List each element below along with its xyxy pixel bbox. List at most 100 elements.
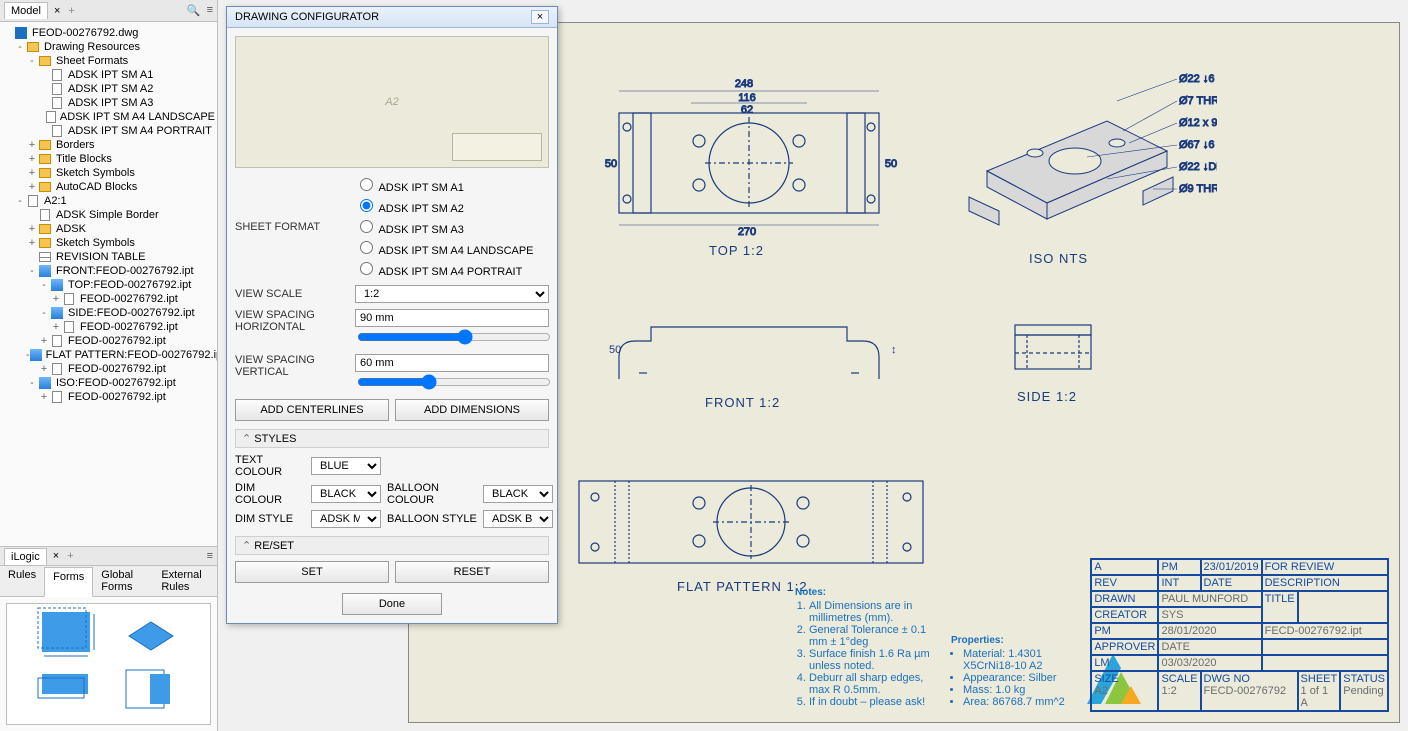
add-dimensions-button[interactable]: ADD DIMENSIONS	[395, 399, 549, 421]
tree-node[interactable]: ADSK IPT SM A2	[0, 82, 217, 96]
svg-text:Ø12 x 90°: Ø12 x 90°	[1179, 117, 1217, 129]
sheet-preview: A2	[235, 36, 549, 168]
tree-node[interactable]: +FEOD-00276792.ipt	[0, 292, 217, 306]
add-centerlines-button[interactable]: ADD CENTERLINES	[235, 399, 389, 421]
sheet-format-radio[interactable]	[360, 241, 373, 254]
tree-node[interactable]: ADSK IPT SM A4 LANDSCAPE	[0, 110, 217, 124]
tree-node[interactable]: -TOP:FEOD-00276792.ipt	[0, 278, 217, 292]
tab-model[interactable]: Model	[4, 2, 48, 19]
svg-text:116: 116	[738, 92, 756, 104]
tree-node[interactable]: +FEOD-00276792.ipt	[0, 362, 217, 376]
ilogic-subtab[interactable]: External Rules	[153, 566, 217, 596]
label-front: FRONT 1:2	[705, 395, 780, 410]
hspacing-slider[interactable]	[357, 329, 551, 345]
tree-node[interactable]: -FLAT PATTERN:FEOD-00276792.ipt	[0, 348, 217, 362]
view-scale-select[interactable]: 1:2	[355, 285, 549, 303]
tree-node[interactable]: -ISO:FEOD-00276792.ipt	[0, 376, 217, 390]
label-view-scale: VIEW SCALE	[235, 288, 355, 300]
tree-node[interactable]: +Title Blocks	[0, 152, 217, 166]
label-top: TOP 1:2	[709, 243, 764, 258]
tree-node[interactable]: +Sketch Symbols	[0, 166, 217, 180]
drawing-properties: Properties: Material: 1.4301 X5CrNi18-10…	[951, 635, 1081, 708]
svg-text:↕: ↕	[891, 344, 897, 356]
hspacing-input[interactable]	[355, 309, 549, 327]
drawing-configurator-dialog[interactable]: DRAWING CONFIGURATOR × A2 SHEET FORMAT A…	[226, 6, 558, 624]
ilogic-form-thumbnail[interactable]	[6, 603, 211, 725]
view-flat	[571, 467, 931, 577]
svg-text:Ø9 THRU: Ø9 THRU	[1179, 183, 1217, 195]
tree-node[interactable]: +FEOD-00276792.ipt	[0, 390, 217, 404]
reset-button[interactable]: RESET	[395, 561, 549, 583]
view-iso: Ø22 ↓6 DEEPØ7 THRUØ12 x 90°Ø67 ↓6 DEEPØ2…	[957, 61, 1217, 261]
ilogic-subtab[interactable]: Rules	[0, 566, 44, 596]
menu-icon[interactable]: ≡	[207, 550, 213, 562]
label-iso: ISO NTS	[1029, 251, 1088, 266]
tree-node[interactable]: -Drawing Resources	[0, 40, 217, 54]
tree-node[interactable]: +Borders	[0, 138, 217, 152]
vspacing-slider[interactable]	[357, 374, 551, 390]
view-front: 50 ↕	[599, 313, 899, 395]
svg-text:248: 248	[735, 78, 753, 90]
label-dim-style: DIM STYLE	[235, 513, 305, 525]
tree-node[interactable]: ADSK IPT SM A4 PORTRAIT	[0, 124, 217, 138]
sheet-format-radio[interactable]	[360, 178, 373, 191]
dialog-close-icon[interactable]: ×	[531, 10, 549, 24]
set-button[interactable]: SET	[235, 561, 389, 583]
search-icon[interactable]: 🔍	[187, 4, 201, 17]
sheet-format-radio[interactable]	[360, 220, 373, 233]
reset-section[interactable]: RE/SET	[235, 536, 549, 555]
ilogic-subtab[interactable]: Global Forms	[93, 566, 153, 596]
ilogic-subtab[interactable]: Forms	[44, 567, 93, 597]
dim-colour-select[interactable]: BLACK	[311, 485, 381, 503]
title-block: APM23/01/2019FOR REVIEW REVINTDATEDESCRI…	[1090, 558, 1389, 712]
tab-close-icon[interactable]: ×	[49, 550, 63, 562]
label-vspacing: VIEW SPACING VERTICAL	[235, 354, 355, 378]
ilogic-tabbar: iLogic × + ≡	[0, 547, 217, 566]
styles-section[interactable]: STYLES	[235, 429, 549, 448]
tree-node[interactable]: -A2:1	[0, 194, 217, 208]
label-flat: FLAT PATTERN 1:2	[677, 579, 808, 594]
sheet-format-radios[interactable]: ADSK IPT SM A1 ADSK IPT SM A2 ADSK IPT S…	[355, 174, 549, 279]
tree-node[interactable]: +AutoCAD Blocks	[0, 180, 217, 194]
done-button[interactable]: Done	[342, 593, 442, 615]
tree-node[interactable]: +FEOD-00276792.ipt	[0, 334, 217, 348]
svg-text:Ø7 THRU: Ø7 THRU	[1179, 95, 1217, 107]
tree-node[interactable]: +FEOD-00276792.ipt	[0, 320, 217, 334]
vspacing-input[interactable]	[355, 354, 549, 372]
sheet-format-radio[interactable]	[360, 262, 373, 275]
tree-node[interactable]: -SIDE:FEOD-00276792.ipt	[0, 306, 217, 320]
svg-text:50: 50	[605, 158, 617, 170]
filter-icon[interactable]: ≡	[207, 4, 213, 17]
tree-node[interactable]: ADSK Simple Border	[0, 208, 217, 222]
label-balloon-style: BALLOON STYLE	[387, 513, 477, 525]
svg-text:50: 50	[609, 344, 621, 356]
tab-add-icon[interactable]: +	[64, 5, 78, 17]
tree-node[interactable]: -FRONT:FEOD-00276792.ipt	[0, 264, 217, 278]
view-top: 248 116 62 270 50 50	[599, 63, 899, 243]
svg-text:62: 62	[741, 104, 753, 116]
sheet-format-radio[interactable]	[360, 199, 373, 212]
label-hspacing: VIEW SPACING HORIZONTAL	[235, 309, 355, 333]
text-colour-select[interactable]: BLUE	[311, 457, 381, 475]
tree-node[interactable]: FEOD-00276792.dwg	[0, 26, 217, 40]
label-dim-colour: DIM COLOUR	[235, 482, 305, 506]
tab-close-icon[interactable]: ×	[50, 5, 64, 17]
balloon-colour-select[interactable]: BLACK	[483, 485, 553, 503]
tree-node[interactable]: REVISION TABLE	[0, 250, 217, 264]
tree-node[interactable]: +Sketch Symbols	[0, 236, 217, 250]
balloon-style-select[interactable]: ADSK B…	[483, 510, 553, 528]
tree-node[interactable]: -Sheet Formats	[0, 54, 217, 68]
tree-node[interactable]: ADSK IPT SM A3	[0, 96, 217, 110]
svg-text:Ø22 ↓DEEP: Ø22 ↓DEEP	[1179, 161, 1217, 173]
view-side	[1005, 317, 1101, 387]
tab-add-icon[interactable]: +	[63, 550, 77, 562]
dim-style-select[interactable]: ADSK M…	[311, 510, 381, 528]
tab-ilogic[interactable]: iLogic	[4, 548, 47, 565]
label-balloon-colour: BALLOON COLOUR	[387, 482, 477, 506]
svg-text:Ø67 ↓6 DEEP: Ø67 ↓6 DEEP	[1179, 139, 1217, 151]
ilogic-subtabs[interactable]: RulesFormsGlobal FormsExternal Rules	[0, 566, 217, 597]
model-browser-tree[interactable]: FEOD-00276792.dwg-Drawing Resources-Shee…	[0, 22, 217, 546]
label-text-colour: TEXT COLOUR	[235, 454, 305, 478]
tree-node[interactable]: +ADSK	[0, 222, 217, 236]
tree-node[interactable]: ADSK IPT SM A1	[0, 68, 217, 82]
